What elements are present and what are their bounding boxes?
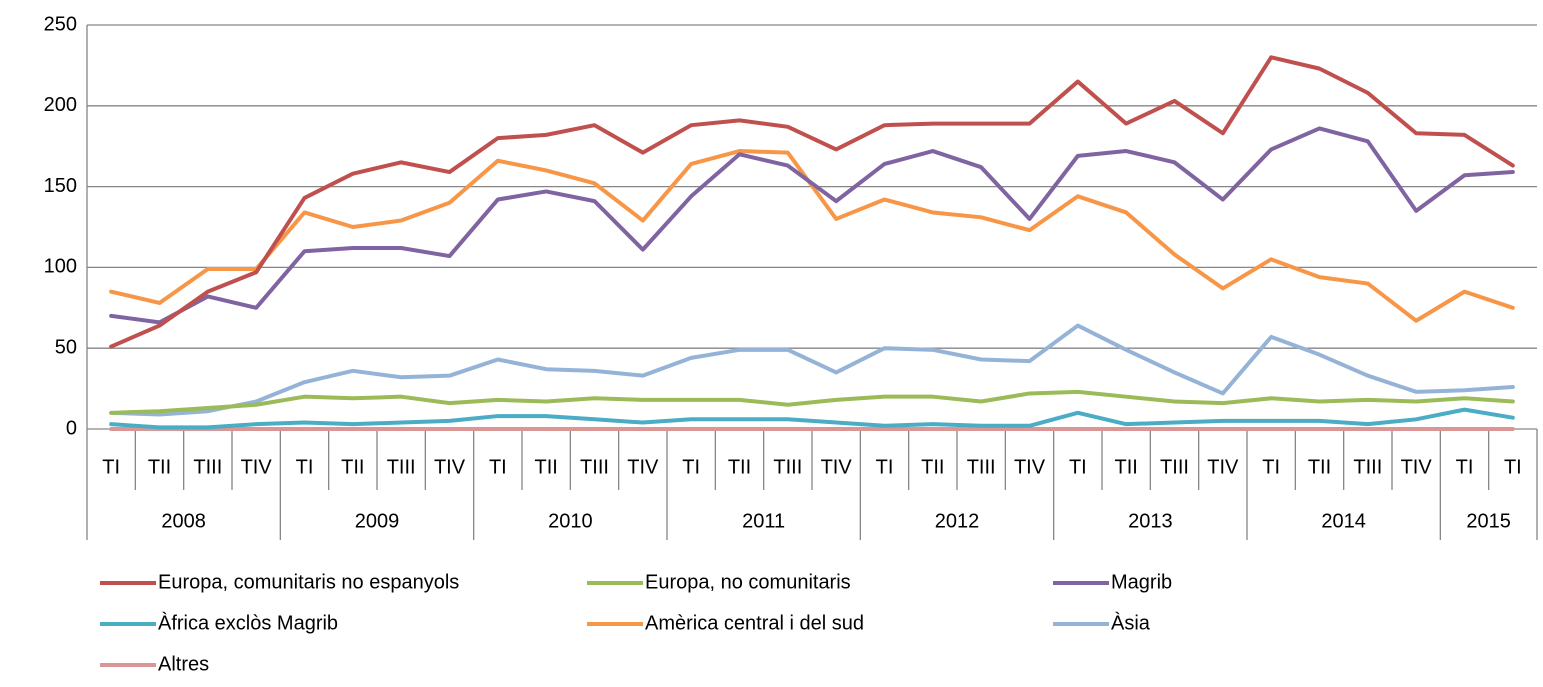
x-tick-label: TIV (434, 456, 466, 478)
x-group-label: 2008 (161, 510, 206, 532)
x-tick-label: TIV (627, 456, 659, 478)
x-tick-label: TI (102, 456, 120, 478)
x-tick-label: TIII (773, 456, 802, 478)
legend-label: Àsia (1111, 611, 1151, 634)
x-tick-label: TIII (193, 456, 222, 478)
x-tick-label: TIV (1401, 456, 1433, 478)
x-tick-label: TII (534, 456, 557, 478)
series-line (109, 55, 1515, 349)
legend-label: Europa, no comunitaris (645, 571, 851, 593)
x-tick-label: TII (1308, 456, 1331, 478)
x-tick-label: TIV (241, 456, 273, 478)
legend-label: Altres (158, 653, 209, 675)
x-tick-label: TIII (387, 456, 416, 478)
x-tick-label: TII (728, 456, 751, 478)
x-tick-label: TIV (821, 456, 853, 478)
series-line (109, 389, 1515, 415)
x-tick-label: TI (1069, 456, 1087, 478)
x-tick-label: TI (296, 456, 314, 478)
x-tick-label: TIV (1014, 456, 1046, 478)
series-line (109, 407, 1515, 430)
x-tick-label: TIII (580, 456, 609, 478)
legend-label: Amèrica central i del sud (645, 612, 864, 634)
y-tick-label: 100 (44, 256, 77, 278)
x-group-label: 2011 (742, 510, 785, 532)
x-tick-label: TIII (1160, 456, 1189, 478)
x-tick-label: TI (1504, 456, 1522, 478)
legend-label: Àfrica exclòs Magrib (158, 611, 338, 634)
y-tick-label: 50 (55, 336, 77, 358)
x-tick-label: TI (682, 456, 700, 478)
x-tick-label: TII (341, 456, 364, 478)
x-tick-label: TIV (1207, 456, 1239, 478)
y-tick-label: 150 (44, 175, 77, 197)
x-group-label: 2012 (935, 510, 980, 532)
x-tick-label: TI (1456, 456, 1474, 478)
series-line (109, 323, 1515, 417)
x-tick-label: TIII (1353, 456, 1382, 478)
legend-label: Europa, comunitaris no espanyols (158, 571, 459, 593)
x-tick-label: TI (489, 456, 507, 478)
x-tick-label: TIII (967, 456, 996, 478)
x-tick-label: TII (1114, 456, 1137, 478)
x-group-label: 2015 (1466, 510, 1511, 532)
x-group-label: 2013 (1128, 510, 1173, 532)
x-tick-label: TII (921, 456, 944, 478)
legend-label: Magrib (1111, 571, 1172, 593)
y-tick-label: 250 (44, 13, 77, 35)
y-tick-label: 200 (44, 94, 77, 116)
x-group-label: 2014 (1321, 510, 1366, 532)
series-line (109, 126, 1515, 325)
x-tick-label: TI (876, 456, 894, 478)
x-group-label: 2009 (355, 510, 400, 532)
x-tick-label: TII (148, 456, 171, 478)
x-group-label: 2010 (548, 510, 593, 532)
y-tick-label: 0 (66, 417, 77, 439)
x-tick-label: TI (1262, 456, 1280, 478)
series-line (109, 149, 1515, 323)
